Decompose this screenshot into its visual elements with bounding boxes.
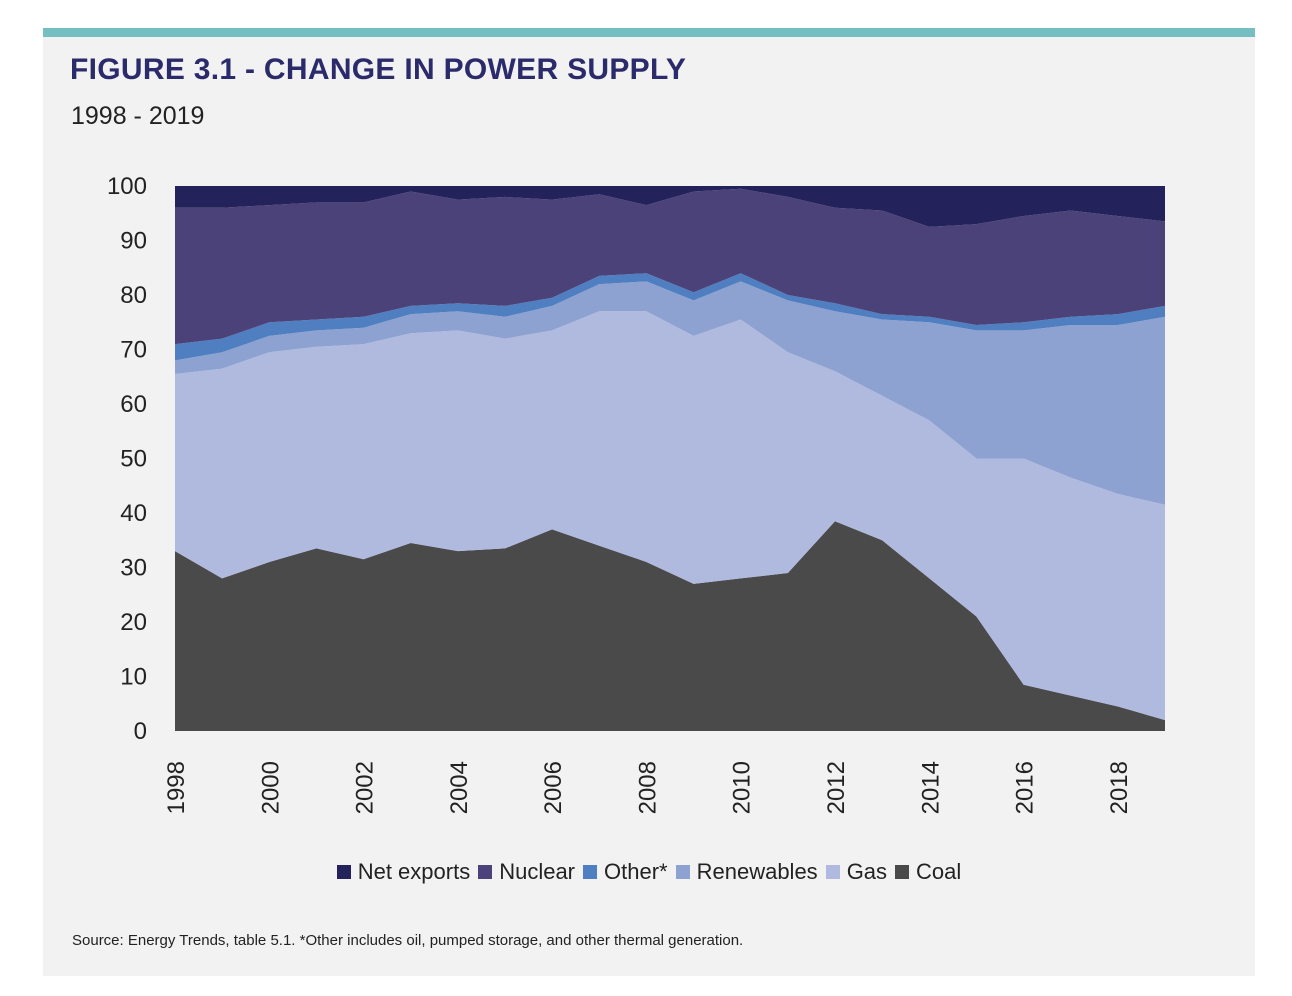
legend-label: Coal <box>916 859 962 884</box>
source-note: Source: Energy Trends, table 5.1. *Other… <box>72 932 744 949</box>
legend-item: Coal <box>895 859 961 885</box>
chart-areas <box>175 186 1165 731</box>
legend-swatch <box>825 865 840 879</box>
x-tick-label: 2010 <box>729 761 756 814</box>
figure-subtitle: 1998 - 2019 <box>71 102 205 130</box>
legend-label: Gas <box>846 859 888 884</box>
legend-label: Nuclear <box>499 859 576 884</box>
legend-swatch <box>675 865 690 879</box>
y-tick-label: 100 <box>107 173 147 200</box>
area-coal <box>175 521 1165 731</box>
figure-title: FIGURE 3.1 - CHANGE IN POWER SUPPLY <box>70 53 687 86</box>
legend-label: Net exports <box>357 859 471 884</box>
y-tick-label: 40 <box>120 500 147 527</box>
legend-label: Other* <box>604 859 668 884</box>
legend-swatch <box>583 865 598 879</box>
accent-bar <box>43 28 1255 37</box>
x-tick-label: 2000 <box>257 761 284 814</box>
area-gas <box>175 311 1165 721</box>
y-tick-label: 90 <box>120 228 147 255</box>
area-other <box>175 273 1165 361</box>
legend-item: Nuclear <box>478 859 575 885</box>
legend-item: Other* <box>583 859 668 885</box>
y-tick-label: 10 <box>120 664 147 691</box>
y-tick-label: 70 <box>120 337 147 364</box>
x-tick-label: 2014 <box>917 761 944 814</box>
y-tick-label: 30 <box>120 555 147 582</box>
area-renewables <box>175 281 1165 505</box>
legend-item: Gas <box>825 859 888 885</box>
y-tick-label: 20 <box>120 609 147 636</box>
legend-item: Renewables <box>675 859 818 885</box>
x-tick-label: 1998 <box>163 761 190 814</box>
legend-swatch <box>478 865 493 879</box>
x-tick-label: 2008 <box>634 761 661 814</box>
y-tick-label: 50 <box>120 446 147 473</box>
stacked-area-chart: 0 10 20 30 40 50 60 70 80 90 100 1998 2000 2002 2004 2… <box>107 173 1165 814</box>
x-tick-label: 2004 <box>446 761 473 814</box>
x-tick-label: 2002 <box>352 761 379 814</box>
x-axis-ticks: 1998 2000 2002 2004 2006 2008 2010 2012 2014 2016… <box>163 761 1133 814</box>
legend-label: Renewables <box>696 859 818 884</box>
x-tick-label: 2018 <box>1106 761 1133 814</box>
legend-swatch <box>336 865 351 879</box>
legend-swatch <box>895 865 910 879</box>
y-tick-label: 80 <box>120 282 147 309</box>
area-net-exports <box>175 186 1165 227</box>
area-nuclear <box>175 188 1165 345</box>
chart-legend: Net exports Nuclear Other* Renewables Gas Coa… <box>43 859 1255 885</box>
y-tick-label: 0 <box>134 718 147 745</box>
x-tick-label: 2012 <box>823 761 850 814</box>
legend-item: Net exports <box>336 859 471 885</box>
x-tick-label: 2016 <box>1012 761 1039 814</box>
x-tick-label: 2006 <box>540 761 567 814</box>
figure-panel: FIGURE 3.1 - CHANGE IN POWER SUPPLY 1998… <box>43 28 1255 976</box>
y-tick-label: 60 <box>120 391 147 418</box>
y-axis-ticks: 0 10 20 30 40 50 60 70 80 90 100 <box>107 173 147 745</box>
